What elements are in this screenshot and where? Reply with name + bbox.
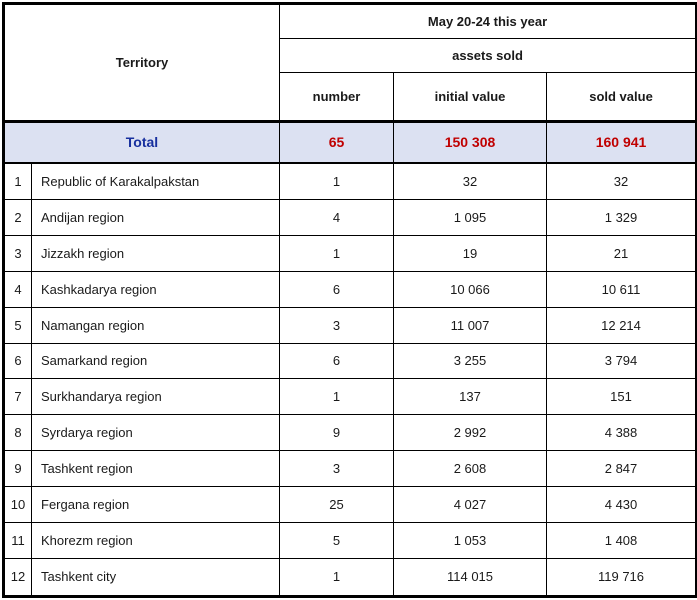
territory-name: Fergana region	[31, 486, 280, 523]
territory-name: Kashkadarya region	[31, 270, 280, 308]
territory-name: Tashkent city	[31, 557, 280, 598]
number-value: 1	[279, 557, 394, 598]
total-sold-value: 160 941	[545, 120, 697, 164]
territory-name: Tashkent region	[31, 450, 280, 487]
period-header: May 20-24 this year	[278, 3, 697, 39]
number-value: 5	[279, 521, 394, 559]
initial-value: 114 015	[393, 557, 547, 598]
row-index: 7	[3, 378, 32, 416]
row-index: 2	[3, 199, 32, 236]
number-column-header: number	[279, 72, 394, 122]
initial-value: 137	[393, 378, 547, 416]
table-row: 6 Samarkand region 6 3 255 3 794	[3, 342, 697, 380]
total-number: 65	[279, 120, 394, 164]
sold-value: 3 794	[545, 342, 697, 380]
table-row: 4 Kashkadarya region 6 10 066 10 611	[3, 270, 697, 308]
sold-value: 21	[545, 234, 697, 272]
sold-value: 4 430	[545, 486, 697, 523]
number-value: 9	[279, 414, 394, 452]
territory-name: Syrdarya region	[31, 414, 280, 452]
row-index: 10	[3, 486, 32, 523]
row-index: 1	[3, 162, 32, 200]
territory-name: Namangan region	[31, 306, 280, 344]
header-row-group: assets sold	[4, 38, 697, 73]
header-row-period: Territory May 20-24 this year	[3, 3, 697, 122]
number-value: 3	[279, 450, 394, 487]
row-index: 8	[3, 414, 32, 452]
initial-value: 32	[393, 162, 547, 200]
sold-value: 4 388	[545, 414, 697, 452]
row-index: 6	[3, 342, 32, 380]
initial-value: 1 095	[393, 199, 547, 236]
number-value: 3	[279, 306, 394, 344]
number-value: 25	[279, 486, 394, 523]
initial-value: 2 992	[393, 414, 547, 452]
table-row: 2 Andijan region 4 1 095 1 329	[3, 199, 697, 236]
territory-column-header: Territory	[3, 3, 280, 122]
initial-value: 11 007	[393, 306, 547, 344]
table-row: 12 Tashkent city 1 114 015 119 716	[3, 557, 697, 598]
table-row: 11 Khorezm region 5 1 053 1 408	[3, 521, 697, 559]
row-index: 12	[3, 557, 32, 598]
initial-value: 3 255	[393, 342, 547, 380]
sold-value: 1 408	[545, 521, 697, 559]
initial-value: 4 027	[393, 486, 547, 523]
initial-value-column-header: initial value	[393, 72, 547, 122]
row-index: 9	[3, 450, 32, 487]
territory-name: Republic of Karakalpakstan	[31, 162, 280, 200]
number-value: 6	[279, 342, 394, 380]
sold-value: 32	[545, 162, 697, 200]
sold-value: 1 329	[545, 199, 697, 236]
sold-value: 119 716	[545, 557, 697, 598]
row-index: 4	[3, 270, 32, 308]
sold-value: 12 214	[545, 306, 697, 344]
table-row: 1 Republic of Karakalpakstan 1 32 32	[3, 162, 697, 200]
number-value: 1	[279, 162, 394, 200]
row-index: 3	[3, 234, 32, 272]
territory-name: Jizzakh region	[31, 234, 280, 272]
territory-name: Andijan region	[31, 199, 280, 236]
number-value: 6	[279, 270, 394, 308]
table-row: 3 Jizzakh region 1 19 21	[3, 234, 697, 272]
sold-value: 151	[545, 378, 697, 416]
table-row: 7 Surkhandarya region 1 137 151	[3, 378, 697, 416]
territory-name: Surkhandarya region	[31, 378, 280, 416]
table-row: 9 Tashkent region 3 2 608 2 847	[3, 450, 697, 487]
table-row: 8 Syrdarya region 9 2 992 4 388	[3, 414, 697, 452]
initial-value: 2 608	[393, 450, 547, 487]
initial-value: 19	[393, 234, 547, 272]
initial-value: 1 053	[393, 521, 547, 559]
row-index: 5	[3, 306, 32, 344]
header-row-columns: number initial value sold value	[4, 72, 697, 122]
territory-name: Samarkand region	[31, 342, 280, 380]
assets-sold-group-header: assets sold	[278, 38, 697, 73]
sold-value: 2 847	[545, 450, 697, 487]
sold-value: 10 611	[545, 270, 697, 308]
table-row: 10 Fergana region 25 4 027 4 430	[3, 486, 697, 523]
table-row: 5 Namangan region 3 11 007 12 214	[3, 306, 697, 344]
sold-value-column-header: sold value	[545, 72, 697, 122]
total-label: Total	[3, 120, 280, 164]
number-value: 1	[279, 234, 394, 272]
territory-name: Khorezm region	[31, 521, 280, 559]
total-initial-value: 150 308	[393, 120, 547, 164]
number-value: 4	[279, 199, 394, 236]
total-row: Total 65 150 308 160 941	[3, 120, 697, 164]
initial-value: 10 066	[393, 270, 547, 308]
row-index: 11	[3, 521, 32, 559]
number-value: 1	[279, 378, 394, 416]
